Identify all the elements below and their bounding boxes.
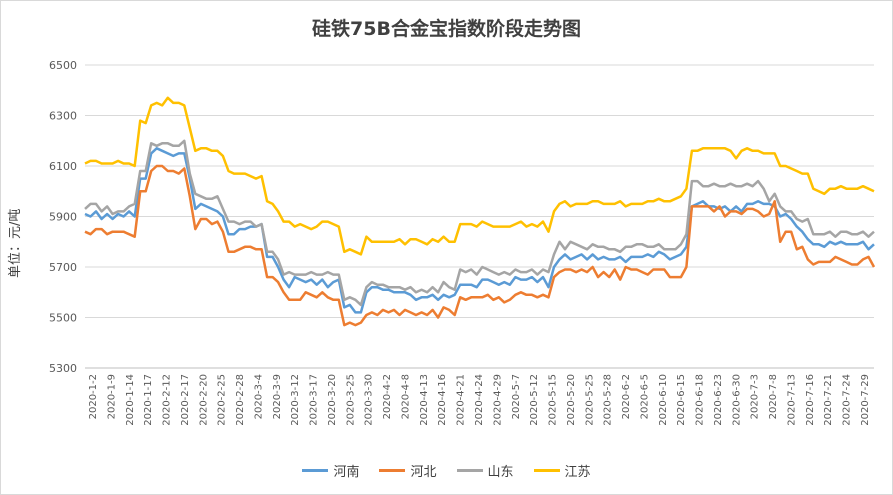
x-tick-label: 2020-6-23 — [713, 374, 724, 426]
y-tick-label: 6300 — [49, 110, 77, 123]
x-tick-label: 2020-7-29 — [860, 374, 871, 426]
x-tick-label: 2020-3-4 — [253, 374, 264, 419]
x-tick-label: 2020-1-9 — [106, 374, 117, 419]
x-tick-label: 2020-6-18 — [695, 374, 706, 426]
legend-item-2: 河北 — [379, 461, 437, 480]
grid-lines — [85, 64, 874, 369]
x-tick-label: 2020-1-17 — [143, 374, 154, 426]
x-tick-label: 2020-3-9 — [272, 374, 283, 419]
x-tick-label: 2020-3-12 — [290, 374, 301, 426]
y-tick-label: 6500 — [49, 59, 77, 72]
x-tick-label: 2020-7-3 — [750, 374, 761, 419]
x-tick-label: 2020-6-5 — [639, 374, 650, 419]
x-tick-label: 2020-5-28 — [603, 374, 614, 426]
x-tick-label: 2020-4-13 — [419, 374, 430, 426]
legend-label: 河北 — [410, 465, 437, 480]
legend-item-4: 江苏 — [533, 461, 591, 480]
x-tick-label: 2020-4-8 — [400, 374, 411, 419]
x-tick-label: 2020-7-21 — [823, 374, 834, 426]
legend-swatch — [379, 469, 406, 472]
series-lines — [84, 96, 876, 327]
x-tick-label: 2020-2-28 — [235, 374, 246, 426]
x-tick-label: 2020-6-15 — [676, 374, 687, 426]
y-tick-labels: 5300 5500 5700 5900 6100 6300 6500 — [49, 59, 77, 375]
y-tick-label: 5300 — [49, 362, 77, 375]
x-tick-label: 2020-5-7 — [511, 374, 522, 419]
x-tick-label: 2020-7-16 — [805, 374, 816, 426]
x-tick-label: 2020-3-30 — [364, 374, 375, 426]
legend-item-1: 河南 — [302, 461, 359, 480]
x-tick-label: 2020-1-2 — [88, 374, 99, 419]
series-line-3 — [84, 139, 875, 307]
x-tick-label: 2020-4-29 — [492, 374, 503, 426]
legend-label: 江苏 — [564, 465, 591, 480]
legend-swatch — [533, 469, 560, 472]
x-tick-labels: 2020-1-2 2020-1-9 2020-1-14 2020-1-17 2020-2… — [88, 374, 871, 426]
x-tick-label: 2020-3-25 — [345, 374, 356, 426]
y-tick-label: 5900 — [49, 211, 77, 224]
x-tick-label: 2020-1-14 — [125, 374, 136, 426]
series-line-2 — [84, 164, 876, 327]
x-tick-label: 2020-6-10 — [658, 374, 669, 426]
x-tick-label: 2020-5-15 — [548, 374, 559, 426]
x-tick-label: 2020-7-8 — [768, 374, 779, 419]
x-tick-label: 2020-3-20 — [327, 374, 338, 426]
legend-label: 河南 — [333, 465, 360, 480]
x-tick-label: 2020-5-20 — [566, 374, 577, 426]
legend-swatch — [456, 469, 483, 472]
x-tick-label: 2020-6-2 — [621, 374, 632, 419]
x-tick-label: 2020-4-21 — [456, 374, 467, 426]
x-tick-label: 2020-2-12 — [162, 374, 173, 426]
x-tick-label: 2020-6-30 — [731, 374, 742, 426]
x-tick-label: 2020-3-17 — [309, 374, 320, 426]
x-tick-label: 2020-5-25 — [584, 374, 595, 426]
x-tick-label: 2020-4-16 — [437, 374, 448, 426]
x-tick-label: 2020-2-25 — [217, 374, 228, 426]
legend-item-3: 山东 — [456, 461, 514, 480]
chart-title: 硅铁75B合金宝指数阶段走势图 — [312, 18, 581, 40]
x-tick-label: 2020-4-2 — [382, 374, 393, 419]
x-tick-label: 2020-2-20 — [198, 374, 209, 426]
legend: 河南 河北 山东 江苏 — [0, 461, 893, 480]
x-tick-label: 2020-7-24 — [842, 374, 853, 426]
y-tick-label: 5500 — [49, 312, 77, 325]
series-line-4 — [84, 96, 875, 256]
x-tick-label: 2020-7-13 — [786, 374, 797, 426]
series-line-1 — [84, 147, 875, 314]
y-tick-label: 5700 — [49, 261, 77, 274]
legend-label: 山东 — [487, 465, 514, 480]
x-tick-label: 2020-5-12 — [529, 374, 540, 426]
x-tick-label: 2020-2-17 — [180, 374, 191, 426]
x-tick-label: 2020-4-24 — [474, 374, 485, 426]
y-tick-label: 6100 — [49, 160, 77, 173]
legend-swatch — [302, 469, 329, 472]
